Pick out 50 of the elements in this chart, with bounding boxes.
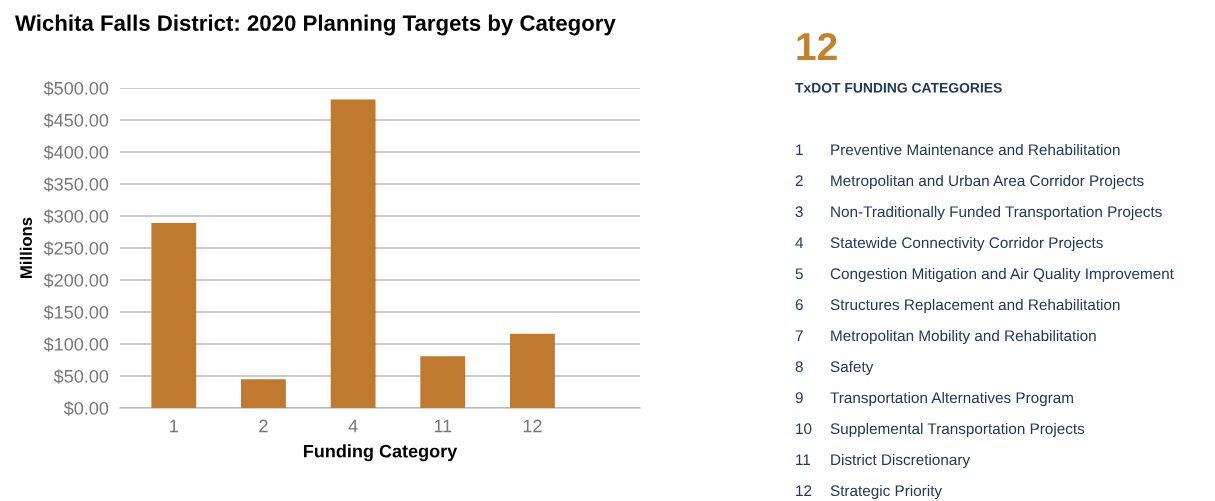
data-label: 8 [795,361,803,373]
data-label: 5 [795,268,803,280]
category-label: Metropolitan and Urban Area Corridor Projects [831,174,1144,190]
x-tick-label: 12 [523,419,542,433]
category-label: Strategic Priority [830,484,943,500]
y-tick-label: $0.00 [63,401,109,416]
y-axis-title: Millions [19,217,32,278]
data-label: 4 [795,237,804,248]
category-label: Transportation Alternatives Program [830,391,1073,407]
y-tick-label: $300.00 [43,209,109,224]
x-tick-label: 11 [434,419,452,433]
bar [510,333,555,408]
y-tick-label: $450.00 [43,113,109,128]
data-label: 3 [795,206,803,218]
data-label: 1 [796,144,803,155]
category-label: Preventive Maintenance and Rehabilitation [831,143,1120,156]
x-tick-label: 2 [259,419,268,433]
y-tick-label: $100.00 [43,337,109,352]
y-tick-label: $500.00 [43,81,109,96]
text: TxDOT FUNDING CATEGORIES [795,82,1002,93]
bar [330,99,376,408]
chart-title: Wichita Falls District: 2020 Planning Targets by Category [15,14,616,36]
category-label: District Discretionary [831,453,971,469]
x-axis-title: Funding Category [303,444,458,462]
category-label: Congestion Mitigation and Air Quality Improvement [830,267,1174,283]
text: 12 [797,32,837,61]
y-tick-label: $250.00 [43,241,109,256]
data-label: 12 [796,485,812,496]
y-tick-label: $400.00 [43,145,109,160]
bar [241,379,286,408]
category-label: Structures Replacement and Rehabilitation [830,298,1120,314]
data-label: 10 [796,423,812,435]
bar [420,356,466,408]
bar [151,223,197,408]
y-tick-label: $200.00 [43,273,109,288]
category-label: Supplemental Transportation Projects [830,422,1085,438]
data-label: 9 [795,392,803,404]
category-label: Statewide Connectivity Corridor Projects [830,236,1103,252]
data-label: 2 [795,175,803,186]
y-tick-label: $50.00 [53,369,109,384]
y-tick-label: $150.00 [43,305,109,320]
data-label: 6 [795,299,803,311]
category-label: Non-Traditionally Funded Transportation Projects [831,205,1162,221]
category-label: Safety [830,360,874,376]
category-label: Metropolitan Mobility and Rehabilitation [831,329,1096,345]
data-label: 11 [796,454,811,465]
x-tick-label: 4 [348,419,358,433]
y-tick-label: $350.00 [43,177,109,192]
data-label: 7 [795,330,803,341]
x-tick-label: 1 [170,419,178,433]
